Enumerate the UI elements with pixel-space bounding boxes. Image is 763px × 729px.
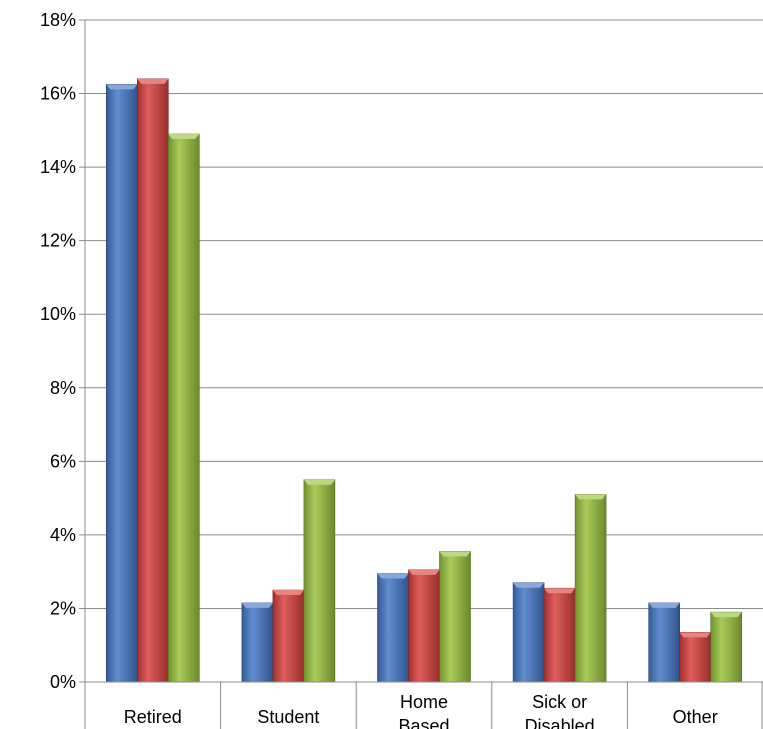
bar xyxy=(543,587,576,683)
bar-cap xyxy=(544,588,576,594)
x-category-label: Retired xyxy=(124,707,182,727)
bar-cap xyxy=(106,84,138,90)
bar-cap xyxy=(168,134,200,140)
bar xyxy=(272,589,305,683)
y-tick-label: 0% xyxy=(50,672,76,692)
bar xyxy=(439,551,471,683)
bar-cap xyxy=(303,479,335,485)
bar xyxy=(106,84,138,683)
bar-cap xyxy=(710,612,742,618)
bar-cap xyxy=(513,582,545,588)
bar-cap xyxy=(679,632,711,638)
y-tick-label: 4% xyxy=(50,525,76,545)
x-category-label: Other xyxy=(673,707,718,727)
y-tick-label: 18% xyxy=(40,10,76,30)
bar-cap xyxy=(648,602,680,608)
y-tick-label: 10% xyxy=(40,304,76,324)
y-tick-label: 14% xyxy=(40,157,76,177)
bar xyxy=(512,582,545,683)
bar xyxy=(408,569,440,683)
bar-cap xyxy=(408,569,440,575)
x-axis: Retired Student Home Based Sick or Disabled Ot… xyxy=(84,681,763,729)
bar-cap xyxy=(575,494,607,500)
y-tick-label: 12% xyxy=(40,231,76,251)
y-tick-label: 6% xyxy=(50,451,76,471)
bar xyxy=(303,479,336,683)
bar xyxy=(648,602,681,683)
bar-cap xyxy=(377,573,409,579)
x-category-label: Disabled xyxy=(525,716,595,729)
y-tick-label: 8% xyxy=(50,378,76,398)
x-category-label: Student xyxy=(257,707,319,727)
bar xyxy=(710,611,743,683)
x-category-label: Based xyxy=(398,716,449,729)
bars xyxy=(106,78,743,683)
y-axis: 0% 2% 4% 6% 8% 10% 12% 14% 16% 18% xyxy=(40,10,86,692)
bar-cap xyxy=(137,78,169,84)
bar xyxy=(679,632,712,683)
bar xyxy=(241,602,274,683)
bar-cap xyxy=(241,602,273,608)
bar xyxy=(377,573,409,683)
y-tick-label: 16% xyxy=(40,84,76,104)
bar-cap xyxy=(439,551,471,557)
x-category-label: Home xyxy=(400,692,448,712)
bar-cap xyxy=(272,590,304,596)
x-category-label: Sick or xyxy=(532,692,587,712)
bar xyxy=(137,78,169,683)
bar xyxy=(574,494,607,683)
y-tick-label: 2% xyxy=(50,598,76,618)
bar xyxy=(168,133,200,683)
